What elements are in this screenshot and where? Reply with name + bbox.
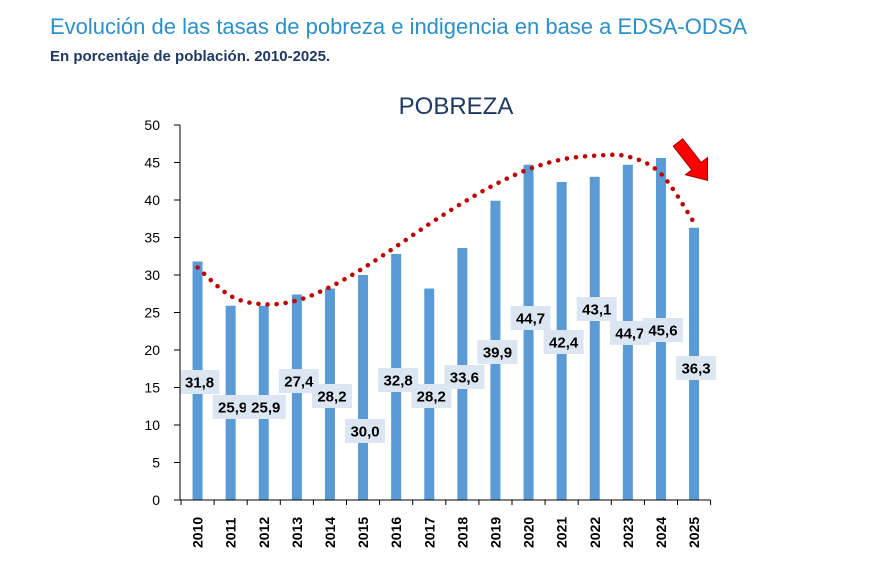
data-label-2012: 25,9 — [251, 400, 280, 417]
data-label-2023: 44,7 — [615, 326, 644, 343]
data-label-box-2020 — [510, 306, 551, 330]
data-label-2014: 28,2 — [317, 389, 346, 406]
x-tick-label-2015: 2015 — [355, 517, 371, 548]
data-label-box-2025 — [676, 356, 717, 380]
data-label-box-2018 — [444, 365, 485, 389]
x-tick-label-2017: 2017 — [421, 517, 437, 548]
chart-title: POBREZA — [399, 93, 514, 120]
y-tick-label-35: 35 — [144, 230, 160, 246]
bar-2020 — [523, 164, 534, 500]
x-tick-label-2016: 2016 — [388, 517, 404, 548]
x-tick-label-2020: 2020 — [521, 517, 537, 548]
y-tick-label-50: 50 — [144, 117, 160, 133]
data-label-2018: 33,6 — [450, 370, 479, 387]
y-tick-label-25: 25 — [144, 305, 160, 321]
down-arrow-icon — [672, 138, 709, 181]
data-label-2016: 32,8 — [384, 373, 413, 390]
x-tick-label-2022: 2022 — [587, 517, 603, 548]
data-label-2013: 27,4 — [284, 374, 314, 391]
data-label-2019: 39,9 — [483, 345, 512, 362]
data-label-box-2024 — [642, 318, 683, 342]
data-label-2025: 36,3 — [681, 361, 710, 378]
x-tick-label-2012: 2012 — [256, 517, 272, 548]
data-label-box-2022 — [576, 297, 617, 321]
page-subtitle: En porcentaje de población. 2010-2025. — [50, 48, 331, 65]
data-label-2010: 31,8 — [185, 375, 214, 392]
x-tick-label-2010: 2010 — [190, 517, 206, 548]
data-label-box-2015 — [345, 419, 386, 443]
trend-line — [195, 152, 697, 307]
y-tick-label-40: 40 — [144, 192, 160, 208]
y-tick-label-30: 30 — [144, 267, 160, 283]
bar-2015 — [358, 275, 369, 500]
data-label-2021: 42,4 — [549, 335, 579, 352]
y-tick-label-10: 10 — [144, 417, 160, 433]
x-tick-label-2024: 2024 — [653, 517, 669, 548]
data-label-2011: 25,9 — [218, 400, 247, 417]
data-label-box-2019 — [477, 340, 518, 364]
x-tick-label-2023: 2023 — [620, 517, 636, 548]
data-label-box-2021 — [543, 330, 584, 354]
data-label-2024: 45,6 — [648, 323, 677, 340]
bar-2022 — [589, 176, 600, 500]
down-arrow-shape — [672, 138, 709, 181]
data-label-box-2010 — [179, 370, 220, 394]
data-label-2022: 43,1 — [582, 302, 611, 319]
x-tick-label-2018: 2018 — [454, 517, 470, 548]
data-label-box-2012 — [245, 395, 286, 419]
data-label-2017: 28,2 — [417, 389, 446, 406]
data-label-2020: 44,7 — [516, 311, 545, 328]
x-tick-label-2011: 2011 — [223, 517, 239, 548]
x-tick-label-2019: 2019 — [487, 517, 503, 548]
y-tick-label-0: 0 — [152, 492, 160, 508]
y-tick-label-15: 15 — [144, 380, 160, 396]
data-label-box-2014 — [311, 384, 352, 408]
x-tick-label-2013: 2013 — [289, 517, 305, 548]
x-tick-label-2021: 2021 — [554, 517, 570, 548]
data-label-2015: 30,0 — [350, 424, 379, 441]
x-tick-label-2014: 2014 — [322, 517, 338, 548]
x-tick-label-2025: 2025 — [686, 517, 702, 548]
y-tick-label-5: 5 — [152, 455, 160, 471]
y-tick-label-20: 20 — [144, 342, 160, 358]
y-tick-label-45: 45 — [144, 155, 160, 171]
page-title: Evolución de las tasas de pobreza e indi… — [50, 14, 748, 39]
bar-2013 — [291, 294, 302, 500]
